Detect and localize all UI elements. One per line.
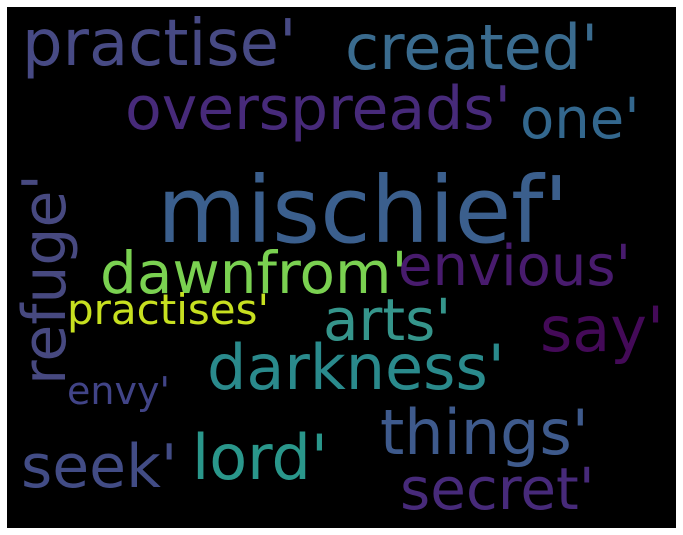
word-say: say' — [540, 293, 665, 366]
word-cloud: mischief' practise' created' overspreads… — [7, 7, 676, 528]
word-refuge: refuge' — [10, 174, 80, 385]
word-arts: arts' — [323, 286, 452, 354]
word-one: one' — [520, 87, 640, 152]
word-lord: lord' — [192, 421, 328, 494]
word-dawnfrom: dawnfrom' — [100, 239, 408, 307]
word-seek: seek' — [21, 432, 178, 502]
word-practise: practise' — [22, 7, 297, 81]
word-mischief: mischief' — [157, 157, 569, 264]
word-practises: practises' — [67, 285, 270, 334]
word-darkness: darkness' — [207, 331, 505, 404]
word-secret: secret' — [400, 455, 595, 523]
word-created: created' — [345, 11, 599, 84]
word-overspreads: overspreads' — [125, 74, 512, 144]
word-envy: envy' — [67, 369, 170, 413]
word-things: things' — [380, 396, 589, 469]
word-envious: envious' — [398, 234, 631, 299]
